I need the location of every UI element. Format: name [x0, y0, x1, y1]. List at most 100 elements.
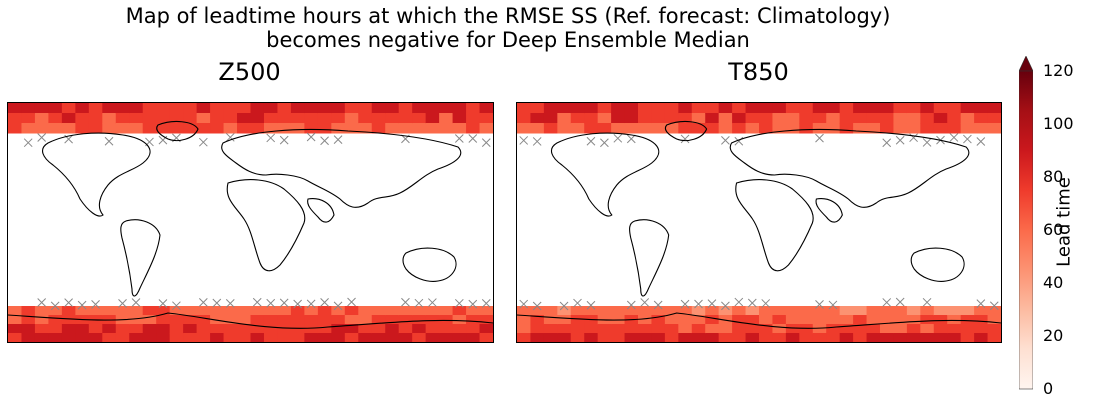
heatmap-cell-south	[466, 315, 481, 325]
heatmap-cell-south	[8, 333, 22, 342]
heatmap-cell-north	[102, 123, 117, 134]
heatmap-cell-north	[398, 103, 413, 114]
heatmap-cell-south	[142, 315, 157, 325]
heatmap-cell-south	[88, 333, 103, 342]
heatmap-cell-north	[785, 113, 800, 124]
heatmap-cell-south	[705, 324, 720, 334]
heatmap-cell-north	[530, 123, 545, 134]
heatmap-cell-south	[664, 306, 679, 316]
heatmap-cell-south	[439, 306, 454, 316]
colorbar-gradient	[1019, 70, 1033, 390]
heatmap-cell-north	[263, 123, 278, 134]
heatmap-cell-south	[129, 306, 144, 316]
heatmap-cell-north	[732, 123, 747, 134]
heatmap-cell-north	[718, 123, 733, 134]
heatmap-cell-north	[785, 103, 800, 114]
heatmap-cell-north	[772, 113, 787, 124]
heatmap-cell-south	[317, 333, 332, 342]
heatmap-cell-south	[933, 315, 948, 325]
heatmap-cell-north	[678, 113, 693, 124]
hatch-marker-north	[895, 135, 905, 145]
heatmap-cell-south	[759, 324, 773, 334]
heatmap-cell-south	[745, 315, 760, 325]
heatmap-cell-north	[210, 113, 225, 124]
hatch-marker-south	[707, 299, 717, 308]
heatmap-cell-south	[624, 306, 639, 316]
map-z500-svg	[8, 103, 493, 342]
heatmap-cell-south	[987, 306, 1001, 316]
heatmap-cell-south	[664, 324, 679, 334]
heatmap-cell-south	[597, 306, 612, 316]
heatmap-cell-south	[974, 306, 989, 316]
hatch-marker-north	[600, 138, 609, 148]
heatmap-cell-north	[88, 123, 103, 134]
heatmap-cell-north	[651, 123, 666, 134]
heatmap-cell-south	[250, 333, 265, 342]
heatmap-cell-south	[412, 333, 427, 342]
hatch-marker-north	[266, 133, 276, 143]
heatmap-cell-south	[853, 333, 868, 342]
hatch-marker-south	[320, 297, 329, 307]
heatmap-cell-north	[102, 103, 117, 114]
heatmap-cell-south	[920, 306, 935, 316]
heatmap-cell-south	[543, 333, 558, 342]
heatmap-cell-south	[61, 324, 76, 334]
heatmap-cell-north	[317, 113, 332, 124]
heatmap-cell-south	[772, 324, 787, 334]
heatmap-cell-south	[115, 306, 130, 316]
hatch-marker-north	[626, 134, 636, 144]
heatmap-cell-south	[61, 333, 76, 342]
hatch-marker-south	[428, 298, 437, 307]
heatmap-cell-south	[785, 333, 800, 342]
heatmap-cell-south	[597, 333, 612, 342]
heatmap-cell-south	[759, 333, 773, 342]
heatmap-cell-north	[893, 123, 908, 134]
heatmap-cell-south	[651, 315, 666, 325]
heatmap-cell-south	[129, 324, 144, 334]
coastline	[307, 198, 335, 223]
heatmap-cell-north	[371, 103, 386, 114]
heatmap-cell-north	[331, 123, 346, 134]
heatmap-cell-north	[263, 103, 278, 114]
heatmap-cell-south	[866, 333, 881, 342]
heatmap-cell-south	[169, 306, 184, 316]
hatch-marker-south	[198, 297, 208, 307]
heatmap-cell-south	[304, 306, 319, 316]
heatmap-cell-south	[826, 315, 841, 325]
heatmap-cell-south	[115, 324, 130, 334]
heatmap-cell-south	[385, 324, 400, 334]
heatmap-cell-north	[678, 123, 693, 134]
colorbar-tick-label: 120	[1043, 61, 1074, 80]
heatmap-cell-north	[169, 123, 184, 134]
heatmap-cell-north	[638, 123, 652, 134]
colorbar-label: Lead time	[1053, 177, 1075, 267]
heatmap-cell-south	[385, 333, 400, 342]
heatmap-cell-north	[452, 113, 467, 124]
heatmap-cell-north	[920, 123, 935, 134]
heatmap-cell-south	[398, 333, 413, 342]
heatmap-cell-north	[196, 103, 211, 114]
heatmap-cell-north	[142, 113, 157, 124]
heatmap-cell-south	[611, 306, 626, 316]
heatmap-cell-north	[933, 103, 948, 114]
heatmap-cell-south	[718, 306, 733, 316]
heatmap-cell-north	[772, 103, 787, 114]
heatmap-cell-north	[344, 103, 359, 114]
heatmap-cell-south	[906, 315, 921, 325]
heatmap-cell-south	[785, 306, 800, 316]
heatmap-cell-south	[543, 315, 558, 325]
heatmap-cell-south	[439, 333, 454, 342]
heatmap-cell-south	[947, 324, 962, 334]
heatmap-cell-south	[277, 324, 292, 334]
heatmap-cell-north	[237, 113, 251, 124]
heatmap-cell-north	[304, 123, 319, 134]
heatmap-cell-north	[974, 113, 989, 124]
hatch-marker-north	[104, 136, 114, 146]
coastline	[664, 120, 708, 142]
hatch-marker-north	[225, 132, 235, 142]
heatmap-cell-north	[290, 113, 305, 124]
heatmap-cell-south	[304, 324, 319, 334]
heatmap-cell-south	[129, 315, 144, 325]
heatmap-cell-south	[479, 315, 493, 325]
heatmap-cell-south	[570, 315, 585, 325]
